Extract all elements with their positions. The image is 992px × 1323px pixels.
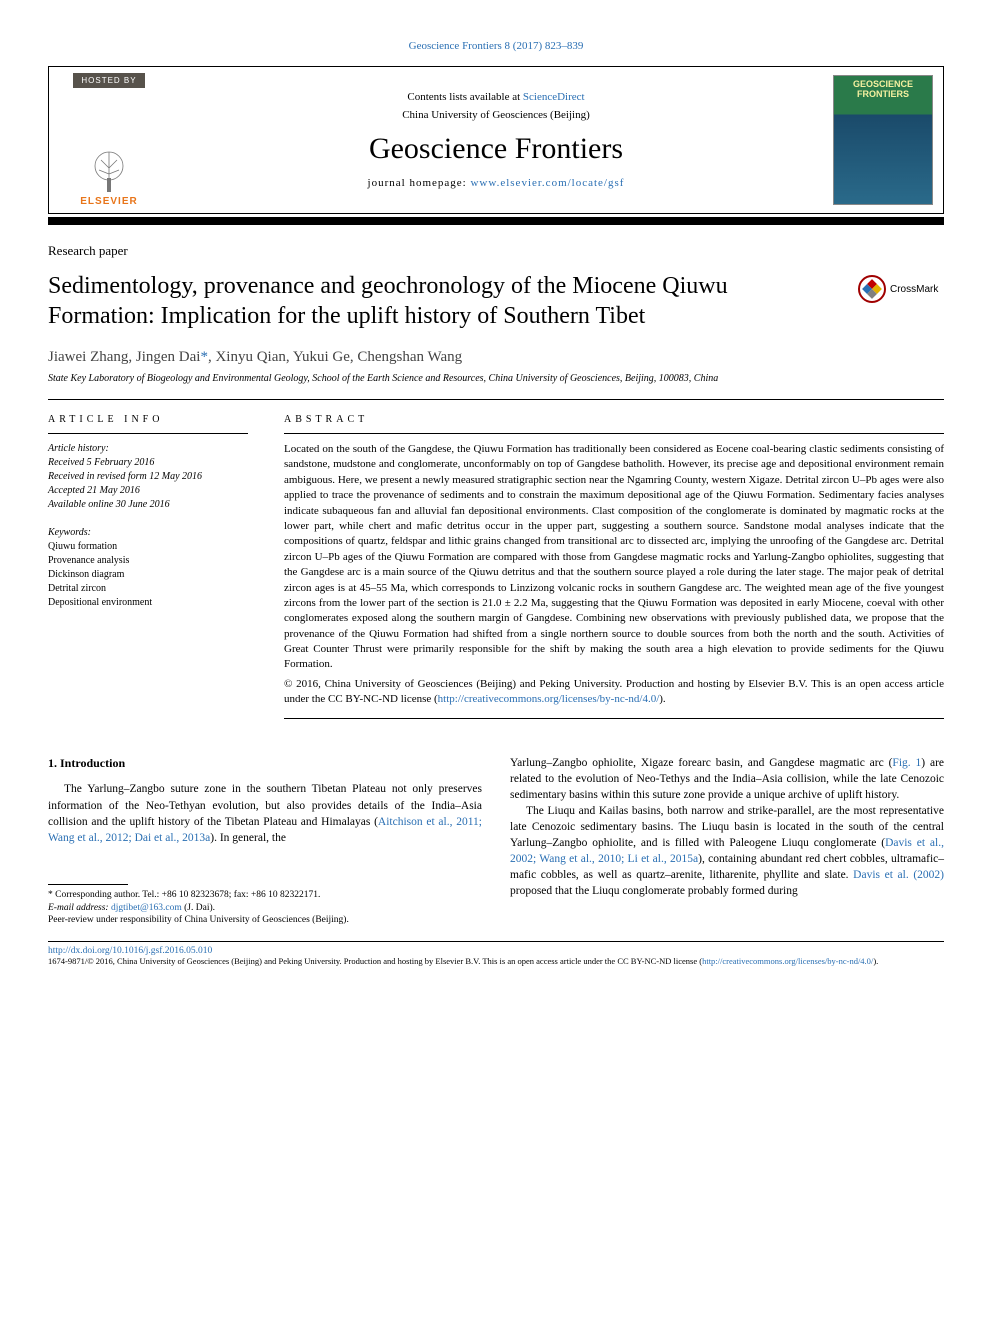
- abstract-column: ABSTRACT Located on the south of the Gan…: [284, 414, 944, 719]
- email-label: E-mail address:: [48, 903, 111, 913]
- license-post: ).: [873, 956, 878, 966]
- doi-line: http://dx.doi.org/10.1016/j.gsf.2016.05.…: [48, 946, 944, 956]
- body-para: The Liuqu and Kailas basins, both narrow…: [510, 803, 944, 900]
- paper-type: Research paper: [48, 243, 944, 259]
- email-link[interactable]: djgtibet@163.com: [111, 903, 182, 913]
- body-para: The Yarlung–Zangbo suture zone in the so…: [48, 781, 482, 845]
- body-columns: 1. Introduction The Yarlung–Zangbo sutur…: [48, 755, 944, 928]
- homepage-link[interactable]: www.elsevier.com/locate/gsf: [470, 177, 624, 189]
- affiliation: State Key Laboratory of Biogeology and E…: [48, 372, 944, 385]
- elsevier-wordmark: ELSEVIER: [80, 196, 137, 207]
- keyword: Detrital zircon: [48, 582, 248, 596]
- contents-line: Contents lists available at ScienceDirec…: [169, 91, 823, 103]
- abstract-head: ABSTRACT: [284, 414, 944, 425]
- rule-under-authors: [48, 399, 944, 400]
- journal-name: Geoscience Frontiers: [169, 132, 823, 166]
- rule-ai: [48, 433, 248, 434]
- journal-header: HOSTED BY ELSEVIER Contents lists availa…: [48, 66, 944, 214]
- homepage-line: journal homepage: www.elsevier.com/locat…: [169, 177, 823, 189]
- history-online: Available online 30 June 2016: [48, 498, 248, 512]
- header-right: GEOSCIENCE FRONTIERS: [823, 67, 943, 213]
- top-citation: Geoscience Frontiers 8 (2017) 823–839: [48, 40, 944, 52]
- intro-heading: 1. Introduction: [48, 755, 482, 772]
- footnote-rule: [48, 884, 128, 885]
- journal-cover-thumb[interactable]: GEOSCIENCE FRONTIERS: [833, 75, 933, 205]
- keyword: Provenance analysis: [48, 554, 248, 568]
- footnote-peer: Peer-review under responsibility of Chin…: [48, 914, 482, 927]
- keywords-block: Keywords: Qiuwu formation Provenance ana…: [48, 526, 248, 610]
- cover-title: GEOSCIENCE FRONTIERS: [834, 80, 932, 100]
- citation-link[interactable]: Davis et al. (2002): [853, 869, 944, 881]
- history-block: Article history: Received 5 February 201…: [48, 442, 248, 512]
- homepage-prefix: journal homepage:: [368, 177, 471, 189]
- elsevier-tree-icon: [85, 148, 133, 196]
- rule-abs-bottom: [284, 718, 944, 719]
- p3-pre: The Liuqu and Kailas basins, both narrow…: [510, 805, 944, 849]
- body-left-column: 1. Introduction The Yarlung–Zangbo sutur…: [48, 755, 482, 928]
- article-info-column: ARTICLE INFO Article history: Received 5…: [48, 414, 248, 719]
- paper-title: Sedimentology, provenance and geochronol…: [48, 271, 838, 331]
- doi-link[interactable]: http://dx.doi.org/10.1016/j.gsf.2016.05.…: [48, 946, 212, 956]
- footnote-email: E-mail address: djgtibet@163.com (J. Dai…: [48, 902, 482, 915]
- bottom-rule: [48, 941, 944, 942]
- authors: Jiawei Zhang, Jingen Dai*, Xinyu Qian, Y…: [48, 349, 944, 366]
- abstract-copyright: © 2016, China University of Geosciences …: [284, 677, 944, 708]
- history-revised: Received in revised form 12 May 2016: [48, 470, 248, 484]
- university-line: China University of Geosciences (Beijing…: [169, 109, 823, 121]
- p2-pre: Yarlung–Zangbo ophiolite, Xigaze forearc…: [510, 757, 892, 769]
- cc-license-link[interactable]: http://creativecommons.org/licenses/by-n…: [438, 693, 660, 705]
- email-author: (J. Dai).: [182, 903, 215, 913]
- p1-post: ). In general, the: [210, 832, 286, 844]
- crossmark-icon: [858, 275, 886, 303]
- footnote-corr: * Corresponding author. Tel.: +86 10 823…: [48, 889, 482, 902]
- cc-license-link[interactable]: http://creativecommons.org/licenses/by-n…: [702, 956, 873, 966]
- header-center: Contents lists available at ScienceDirec…: [169, 67, 823, 213]
- meta-columns: ARTICLE INFO Article history: Received 5…: [48, 414, 944, 719]
- hosted-by-badge: HOSTED BY: [73, 73, 144, 88]
- body-right-column: Yarlung–Zangbo ophiolite, Xigaze forearc…: [510, 755, 944, 928]
- copyright-post: ).: [659, 693, 665, 705]
- rule-abs: [284, 433, 944, 434]
- license-pre: 1674-9871/© 2016, China University of Ge…: [48, 956, 702, 966]
- title-row: Sedimentology, provenance and geochronol…: [48, 271, 944, 331]
- article-info-head: ARTICLE INFO: [48, 414, 248, 425]
- body-para: Yarlung–Zangbo ophiolite, Xigaze forearc…: [510, 755, 944, 803]
- black-divider: [48, 217, 944, 225]
- crossmark-badge[interactable]: CrossMark: [858, 275, 944, 303]
- keyword: Qiuwu formation: [48, 540, 248, 554]
- history-accepted: Accepted 21 May 2016: [48, 484, 248, 498]
- crossmark-label: CrossMark: [890, 284, 938, 295]
- abstract-text: Located on the south of the Gangdese, th…: [284, 442, 944, 673]
- history-label: Article history:: [48, 442, 248, 456]
- keyword: Depositional environment: [48, 596, 248, 610]
- keywords-label: Keywords:: [48, 526, 248, 540]
- figure-link[interactable]: Fig. 1: [892, 757, 921, 769]
- header-left: HOSTED BY ELSEVIER: [49, 67, 169, 213]
- keyword: Dickinson diagram: [48, 568, 248, 582]
- contents-prefix: Contents lists available at: [407, 91, 522, 103]
- p3-post: proposed that the Liuqu conglomerate pro…: [510, 885, 798, 897]
- elsevier-logo[interactable]: ELSEVIER: [80, 148, 137, 207]
- license-line: 1674-9871/© 2016, China University of Ge…: [48, 956, 944, 967]
- history-received: Received 5 February 2016: [48, 456, 248, 470]
- sciencedirect-link[interactable]: ScienceDirect: [523, 91, 585, 103]
